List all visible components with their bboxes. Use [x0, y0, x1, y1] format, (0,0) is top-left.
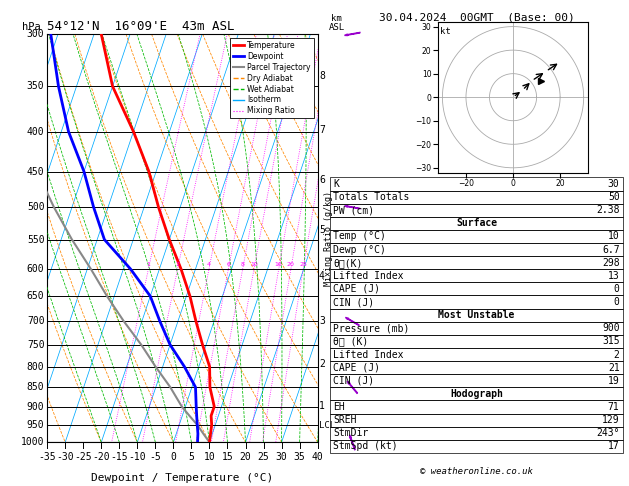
Text: 6.7: 6.7: [602, 244, 620, 255]
Text: 54°12'N  16°09'E  43m ASL: 54°12'N 16°09'E 43m ASL: [47, 20, 235, 33]
Text: 10: 10: [204, 452, 215, 463]
Text: PW (cm): PW (cm): [333, 205, 374, 215]
Text: 2.38: 2.38: [596, 205, 620, 215]
Text: 700: 700: [27, 316, 45, 326]
Text: 15: 15: [221, 452, 233, 463]
Text: 129: 129: [602, 415, 620, 425]
Text: StmDir: StmDir: [333, 428, 369, 438]
Text: 50: 50: [608, 192, 620, 202]
Text: 25: 25: [258, 452, 269, 463]
Text: 10: 10: [250, 262, 258, 267]
Text: 0: 0: [614, 297, 620, 307]
Text: 300: 300: [27, 29, 45, 39]
Text: -35: -35: [38, 452, 56, 463]
Text: 20: 20: [287, 262, 295, 267]
Text: 500: 500: [27, 202, 45, 212]
Text: 750: 750: [27, 340, 45, 350]
Text: LCL: LCL: [319, 421, 335, 431]
Text: 30: 30: [276, 452, 287, 463]
Text: 2: 2: [319, 360, 325, 369]
Text: © weatheronline.co.uk: © weatheronline.co.uk: [420, 467, 533, 476]
Text: Hodograph: Hodograph: [450, 389, 503, 399]
Text: 950: 950: [27, 420, 45, 430]
Text: 600: 600: [27, 264, 45, 274]
Text: 6: 6: [319, 175, 325, 186]
Text: Lifted Index: Lifted Index: [333, 349, 404, 360]
Text: 16: 16: [275, 262, 282, 267]
Text: SREH: SREH: [333, 415, 357, 425]
Text: 450: 450: [27, 167, 45, 176]
Text: 6: 6: [226, 262, 230, 267]
Text: 315: 315: [602, 336, 620, 347]
Text: 71: 71: [608, 402, 620, 412]
Text: θᴄ (K): θᴄ (K): [333, 336, 369, 347]
Text: 5: 5: [319, 225, 325, 235]
Text: 20: 20: [240, 452, 252, 463]
Text: 2: 2: [175, 262, 180, 267]
Text: CAPE (J): CAPE (J): [333, 284, 381, 294]
Text: 0: 0: [170, 452, 176, 463]
Text: 1: 1: [147, 262, 150, 267]
Text: Surface: Surface: [456, 218, 497, 228]
Text: 1: 1: [319, 401, 325, 411]
Text: StmSpd (kt): StmSpd (kt): [333, 441, 398, 451]
Text: -25: -25: [74, 452, 92, 463]
Text: 13: 13: [608, 271, 620, 281]
Text: 850: 850: [27, 382, 45, 392]
Text: Mixing Ratio (g/kg): Mixing Ratio (g/kg): [325, 191, 333, 286]
Text: 800: 800: [27, 362, 45, 372]
Text: 40: 40: [312, 452, 323, 463]
Text: -15: -15: [111, 452, 128, 463]
Text: 8: 8: [319, 71, 325, 82]
Text: 30: 30: [608, 179, 620, 189]
Text: 3: 3: [319, 316, 325, 326]
Text: 21: 21: [608, 363, 620, 373]
Text: 25: 25: [299, 262, 307, 267]
Text: 17: 17: [608, 441, 620, 451]
Text: 19: 19: [608, 376, 620, 386]
Text: Most Unstable: Most Unstable: [438, 310, 515, 320]
Text: Temp (°C): Temp (°C): [333, 231, 386, 242]
Text: 2: 2: [614, 349, 620, 360]
Text: 298: 298: [602, 258, 620, 268]
Text: CIN (J): CIN (J): [333, 376, 374, 386]
Text: 5: 5: [189, 452, 194, 463]
Text: 4: 4: [207, 262, 211, 267]
Text: 1000: 1000: [21, 437, 45, 447]
Text: 900: 900: [27, 401, 45, 412]
Text: 243°: 243°: [596, 428, 620, 438]
Text: 0: 0: [614, 284, 620, 294]
Text: km
ASL: km ASL: [328, 14, 345, 32]
Text: Dewpoint / Temperature (°C): Dewpoint / Temperature (°C): [91, 473, 274, 483]
Text: K: K: [333, 179, 339, 189]
Text: 350: 350: [27, 81, 45, 91]
Text: kt: kt: [440, 27, 451, 35]
Text: -10: -10: [128, 452, 146, 463]
Text: 35: 35: [294, 452, 306, 463]
Legend: Temperature, Dewpoint, Parcel Trajectory, Dry Adiabat, Wet Adiabat, Isotherm, Mi: Temperature, Dewpoint, Parcel Trajectory…: [230, 38, 314, 119]
Text: 7: 7: [319, 125, 325, 135]
Text: 10: 10: [608, 231, 620, 242]
Text: 4: 4: [319, 271, 325, 281]
Text: CIN (J): CIN (J): [333, 297, 374, 307]
Text: Lifted Index: Lifted Index: [333, 271, 404, 281]
Text: CAPE (J): CAPE (J): [333, 363, 381, 373]
Text: -5: -5: [150, 452, 161, 463]
Text: 550: 550: [27, 235, 45, 244]
Text: 400: 400: [27, 126, 45, 137]
Text: 8: 8: [241, 262, 245, 267]
Text: θᴄ(K): θᴄ(K): [333, 258, 363, 268]
Text: EH: EH: [333, 402, 345, 412]
Text: -20: -20: [92, 452, 110, 463]
Text: -30: -30: [57, 452, 74, 463]
Text: 30.04.2024  00GMT  (Base: 00): 30.04.2024 00GMT (Base: 00): [379, 12, 574, 22]
Text: Pressure (mb): Pressure (mb): [333, 323, 409, 333]
Text: hPa: hPa: [22, 21, 41, 32]
Text: Totals Totals: Totals Totals: [333, 192, 409, 202]
Text: Dewp (°C): Dewp (°C): [333, 244, 386, 255]
Text: 650: 650: [27, 291, 45, 301]
Text: 900: 900: [602, 323, 620, 333]
